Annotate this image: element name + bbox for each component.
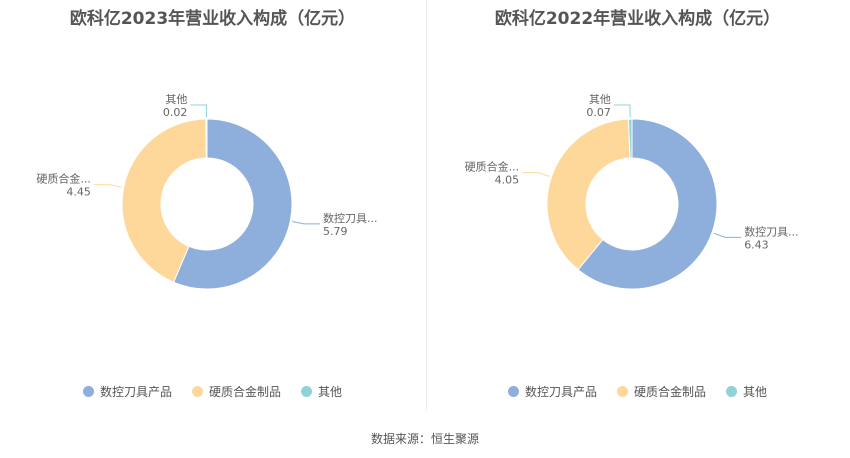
legend-dot-icon: [191, 386, 203, 397]
legend-label: 数控刀具产品: [524, 385, 597, 399]
leader-line-other: [190, 104, 207, 118]
legend-item-other[interactable]: 其他: [301, 383, 342, 400]
slice-value-other: 0.07: [586, 106, 611, 119]
leader-line-other: [613, 104, 631, 118]
chart-title-2022: 欧科亿2022年营业收入构成（亿元）: [494, 9, 781, 29]
leader-line-carbide: [522, 172, 550, 177]
slice-value-cnc-tools: 6.43: [744, 238, 769, 251]
chart-2023: 欧科亿2023年营业收入构成（亿元） 数控刀具... 5.79 硬质合金... 4.4…: [0, 0, 425, 410]
slice-value-other: 0.02: [163, 106, 188, 119]
leader-line-cnc-tools: [292, 220, 320, 225]
panel-divider: [426, 0, 427, 410]
legend-2023: 数控刀具产品 硬质合金制品 其他: [0, 383, 425, 400]
legend-label: 硬质合金制品: [633, 385, 706, 399]
legend-dot-icon: [726, 386, 737, 397]
slice-label-cnc-tools: 数控刀具...: [323, 211, 378, 225]
legend-dot-icon: [82, 386, 94, 397]
donut-2022: 数控刀具...6.43 硬质合金...4.05 其他0.07: [465, 93, 799, 290]
slice-value-cnc-tools: 5.79: [323, 225, 348, 238]
chart-2022: 欧科亿2022年营业收入构成（亿元） 数控刀具... 6.43 硬质合金... 4.0…: [425, 0, 850, 410]
slice-label-carbide: 硬质合金...: [36, 172, 91, 186]
legend-label: 硬质合金制品: [208, 385, 281, 399]
slice-value-carbide: 4.45: [66, 186, 91, 199]
slice-label-other: 其他: [165, 93, 187, 106]
legend-label: 其他: [743, 385, 768, 399]
slice-label-other: 其他: [589, 93, 611, 106]
slice-value-carbide: 4.05: [495, 174, 519, 187]
data-source: 数据来源：恒生聚源: [370, 432, 479, 446]
legend-dot-icon: [301, 386, 312, 397]
slice-label-cnc-tools: 数控刀具...: [744, 224, 799, 238]
slice-other[interactable]: [627, 118, 633, 159]
legend-item-cnc-tools[interactable]: 数控刀具产品: [507, 383, 597, 400]
slice-carbide[interactable]: [546, 118, 631, 271]
slice-cnc-tools[interactable]: [577, 118, 718, 290]
donut-2023: 数控刀具...5.79 硬质合金...4.45 其他0.02: [36, 93, 378, 290]
leader-line-cnc-tools: [713, 232, 742, 238]
legend-label: 其他: [318, 385, 343, 399]
legend-label: 数控刀具产品: [99, 385, 172, 399]
slice-other[interactable]: [205, 118, 208, 159]
legend-item-other[interactable]: 其他: [726, 383, 767, 400]
legend-item-carbide[interactable]: 硬质合金制品: [616, 383, 706, 400]
slice-label-carbide: 硬质合金...: [465, 160, 520, 174]
legend-item-carbide[interactable]: 硬质合金制品: [191, 383, 281, 400]
slice-cnc-tools[interactable]: [172, 118, 293, 290]
legend-dot-icon: [507, 386, 519, 397]
legend-dot-icon: [616, 386, 628, 397]
legend-2022: 数控刀具产品 硬质合金制品 其他: [425, 383, 850, 400]
legend-item-cnc-tools[interactable]: 数控刀具产品: [82, 383, 172, 400]
chart-title-2023: 欧科亿2023年营业收入构成（亿元）: [69, 9, 356, 29]
slice-carbide[interactable]: [121, 118, 207, 283]
leader-line-carbide: [93, 184, 122, 188]
